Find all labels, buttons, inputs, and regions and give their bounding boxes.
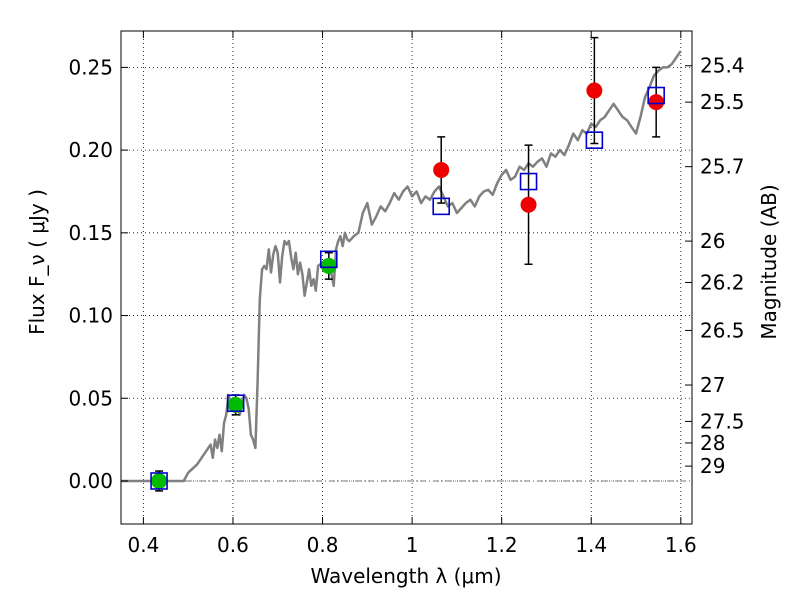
mag-tick-label: 26.5 bbox=[700, 318, 745, 342]
photometry-points bbox=[150, 36, 665, 492]
mag-tick-label: 26.2 bbox=[700, 270, 745, 294]
optical-point bbox=[227, 396, 244, 413]
x-tick-label: 0.4 bbox=[127, 533, 159, 557]
y-tick-label: 0.15 bbox=[68, 221, 113, 245]
mag-tick-label: 25.4 bbox=[700, 54, 745, 78]
optical-point bbox=[320, 257, 337, 274]
mag-tick-label: 29 bbox=[700, 454, 725, 478]
grid-lines bbox=[121, 31, 692, 524]
model-square bbox=[585, 131, 604, 149]
model-square bbox=[319, 250, 338, 269]
y-axis-title: Flux F_ν ( μJy ) bbox=[25, 189, 49, 335]
y-tick-label: 0.00 bbox=[68, 469, 113, 493]
optical-point bbox=[151, 472, 168, 489]
y-tick-label: 0.25 bbox=[68, 55, 113, 79]
model-square bbox=[647, 86, 665, 105]
mag-tick-label: 27 bbox=[700, 373, 725, 397]
x-tick-label: 0.8 bbox=[307, 533, 339, 557]
x-tick-label: 0.6 bbox=[217, 533, 249, 557]
nir-point bbox=[520, 196, 537, 213]
mag-tick-label: 25.7 bbox=[700, 155, 745, 179]
mag-tick-label: 28 bbox=[700, 431, 725, 455]
model-square bbox=[519, 172, 538, 191]
nir-point bbox=[648, 94, 665, 111]
nir-point bbox=[433, 161, 450, 178]
x-tick-label: 1 bbox=[406, 533, 419, 557]
model-square bbox=[150, 472, 168, 490]
x-axis-title: Wavelength λ (μm) bbox=[310, 564, 501, 588]
y-tick-label: 0.20 bbox=[68, 138, 113, 162]
nir-point bbox=[586, 82, 603, 99]
model-square bbox=[226, 394, 245, 413]
x-tick-label: 1.4 bbox=[575, 533, 607, 557]
model-square bbox=[432, 197, 451, 216]
y-tick-label: 0.10 bbox=[68, 304, 113, 328]
x-tick-label: 1.2 bbox=[486, 533, 518, 557]
mag-tick-label: 27.5 bbox=[700, 409, 745, 433]
y-tick-label: 0.05 bbox=[68, 386, 113, 410]
template-spectrum bbox=[121, 50, 682, 483]
x-tick-label: 1.6 bbox=[665, 533, 697, 557]
mag-tick-label: 26 bbox=[700, 229, 725, 253]
plot-frame bbox=[120, 30, 693, 525]
y-right-axis-title: Magnitude (AB) bbox=[757, 184, 781, 339]
axis-ticks: 0.4 0.6 0.8 1 1.2 1.4 1.6 0.00 0.05 0.10 0.15 0.20 0… bbox=[68, 31, 745, 557]
spectrum-line bbox=[121, 50, 682, 483]
mag-tick-label: 25.5 bbox=[700, 90, 745, 114]
